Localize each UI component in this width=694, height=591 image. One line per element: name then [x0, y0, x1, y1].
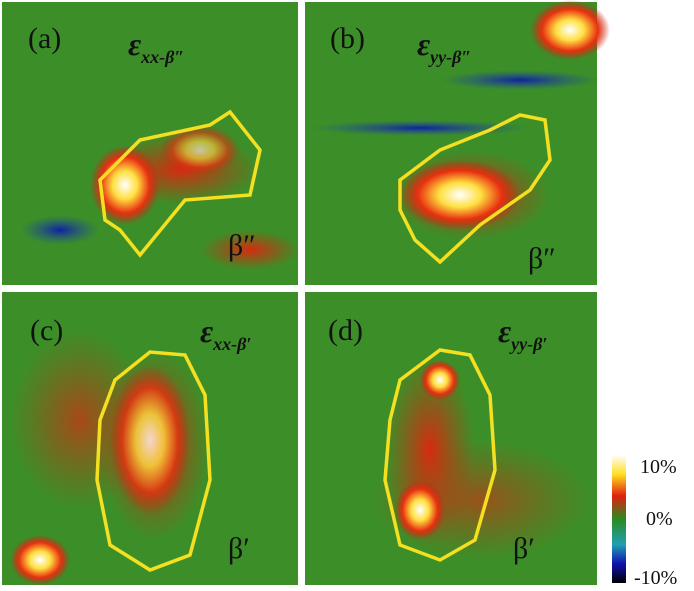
panel-b: (b) εyy-β″ β″ [305, 0, 610, 285]
blob [440, 70, 600, 90]
phase-label: β′ [228, 532, 250, 565]
blob [395, 480, 445, 540]
panel-a: (a) εxx-β″ β″ [2, 2, 300, 285]
figure: (a) εxx-β″ β″ (b) εyy-β″ β″ (c) εxx-β′ β… [0, 0, 694, 591]
panel-label: (c) [30, 314, 63, 347]
blob [530, 0, 610, 60]
phase-label: β′ [513, 532, 535, 565]
panel-label: (a) [28, 22, 61, 55]
phase-label: β″ [228, 229, 256, 262]
text-part: yy-β″ [428, 47, 471, 67]
colorbar-tick: 10% [640, 456, 677, 478]
text-part: ε [417, 26, 430, 62]
blob [10, 535, 70, 585]
panel-d: (d) εyy-β′ β′ [305, 292, 597, 585]
blob [110, 365, 190, 515]
text-part: ε [200, 313, 213, 349]
panel-c: (c) εxx-β′ β′ [2, 292, 298, 585]
blob [420, 360, 460, 400]
panel-label: (d) [328, 314, 363, 347]
colorbar-scale [612, 455, 626, 583]
text-part: yy-β′ [509, 334, 547, 354]
colorbar-tick: -10% [634, 567, 677, 589]
colorbar: 10% 0% -10% [612, 455, 677, 589]
colorbar-tick: 0% [646, 508, 673, 530]
text-part: ε [498, 313, 511, 349]
text-part: ε [128, 26, 141, 62]
phase-label: β″ [528, 242, 556, 275]
text-part: xx-β″ [140, 47, 184, 67]
text-part: xx-β′ [212, 334, 251, 354]
blob [400, 160, 520, 230]
panel-label: (b) [330, 22, 365, 55]
blob [20, 215, 100, 245]
